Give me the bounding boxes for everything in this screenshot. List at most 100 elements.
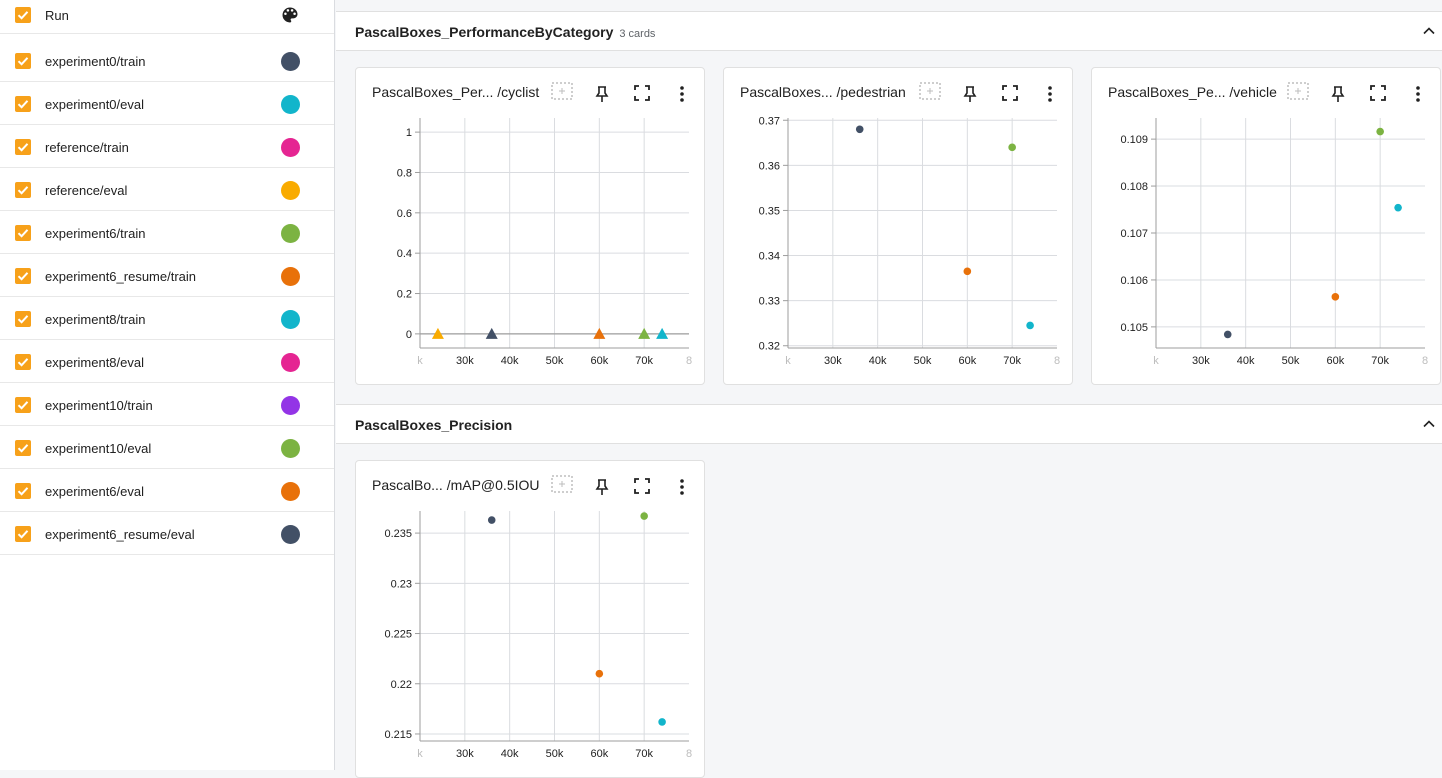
- y-tick-label: 0.37: [759, 115, 780, 127]
- run-color-swatch[interactable]: [281, 353, 300, 372]
- run-checkbox[interactable]: [15, 139, 31, 155]
- group-header-performance[interactable]: PascalBoxes_PerformanceByCategory 3 cards: [336, 11, 1442, 51]
- x-tick-label: 60k: [590, 748, 608, 760]
- more-vert-icon[interactable]: [679, 85, 685, 108]
- pin-icon[interactable]: [962, 85, 978, 108]
- y-tick-label: 0.106: [1120, 275, 1148, 287]
- data-point[interactable]: [658, 718, 666, 726]
- run-row[interactable]: experiment6/train: [0, 212, 334, 254]
- run-checkbox[interactable]: [15, 526, 31, 542]
- data-point[interactable]: [855, 125, 864, 134]
- data-point[interactable]: [595, 669, 604, 678]
- data-point[interactable]: [638, 327, 651, 339]
- x-tick-label: 30k: [1192, 355, 1210, 367]
- data-point[interactable]: [1331, 293, 1340, 301]
- x-tick-label: 8: [686, 748, 692, 760]
- data-point[interactable]: [963, 267, 972, 276]
- run-color-swatch[interactable]: [281, 52, 300, 71]
- run-row[interactable]: experiment6_resume/train: [0, 255, 334, 297]
- run-color-swatch[interactable]: [281, 439, 300, 458]
- run-color-swatch[interactable]: [281, 138, 300, 157]
- run-row[interactable]: experiment6/eval: [0, 470, 334, 512]
- x-tick-label: 40k: [501, 355, 519, 367]
- run-checkbox[interactable]: [15, 311, 31, 327]
- fullscreen-icon[interactable]: [1002, 85, 1018, 106]
- fullscreen-icon[interactable]: [1370, 85, 1386, 106]
- run-row[interactable]: experiment8/train: [0, 298, 334, 340]
- run-checkbox[interactable]: [15, 354, 31, 370]
- run-color-swatch[interactable]: [281, 95, 300, 114]
- scatter-chart[interactable]: k 30k 40k 50k 60k 70k 8 0.235 0.23 0.225 0.22 0.215: [356, 501, 704, 771]
- run-label: experiment6/eval: [45, 484, 144, 499]
- x-tick-label: 50k: [914, 355, 932, 367]
- pin-icon[interactable]: [594, 85, 610, 108]
- run-checkbox[interactable]: [15, 225, 31, 241]
- run-row[interactable]: experiment0/train: [0, 40, 334, 82]
- run-label: experiment0/train: [45, 54, 146, 69]
- x-tick-label: 30k: [456, 355, 474, 367]
- y-tick-label: 0: [406, 329, 412, 341]
- chevron-up-icon[interactable]: [1422, 417, 1436, 436]
- run-checkbox[interactable]: [15, 483, 31, 499]
- y-tick-label: 0.235: [384, 528, 412, 540]
- data-point[interactable]: [487, 516, 496, 524]
- x-tick-label: 60k: [590, 355, 608, 367]
- data-point[interactable]: [1026, 321, 1034, 330]
- data-point[interactable]: [1008, 143, 1016, 152]
- run-checkbox[interactable]: [15, 53, 31, 69]
- run-row[interactable]: experiment6_resume/eval: [0, 513, 334, 555]
- data-point[interactable]: [640, 512, 648, 520]
- run-label: experiment8/eval: [45, 355, 144, 370]
- run-color-swatch[interactable]: [281, 525, 300, 544]
- run-checkbox[interactable]: [15, 268, 31, 284]
- run-row[interactable]: experiment10/train: [0, 384, 334, 426]
- run-label: reference/train: [45, 140, 129, 155]
- data-point[interactable]: [431, 327, 444, 339]
- data-point[interactable]: [593, 327, 606, 339]
- fit-domain-icon[interactable]: [551, 475, 573, 498]
- run-checkbox[interactable]: [15, 96, 31, 112]
- run-checkbox[interactable]: [15, 397, 31, 413]
- run-row[interactable]: experiment0/eval: [0, 83, 334, 125]
- run-checkbox[interactable]: [15, 182, 31, 198]
- pin-icon[interactable]: [1330, 85, 1346, 108]
- run-color-swatch[interactable]: [281, 224, 300, 243]
- fit-domain-icon[interactable]: [551, 82, 573, 105]
- pin-icon[interactable]: [594, 478, 610, 501]
- run-label: experiment0/eval: [45, 97, 144, 112]
- x-tick-label: 60k: [1326, 355, 1344, 367]
- x-tick-label: 8: [686, 355, 692, 367]
- run-column-header: Run: [45, 8, 69, 23]
- run-checkbox[interactable]: [15, 440, 31, 456]
- select-all-checkbox[interactable]: [15, 7, 31, 23]
- run-row[interactable]: reference/eval: [0, 169, 334, 211]
- scatter-chart[interactable]: k 30k 40k 50k 60k 70k 8 0.37 0.36 0.35 0.34 0.33 0.3…: [724, 108, 1072, 378]
- run-row[interactable]: experiment8/eval: [0, 341, 334, 383]
- run-color-swatch[interactable]: [281, 181, 300, 200]
- data-point[interactable]: [485, 327, 498, 339]
- scatter-chart[interactable]: k 30k 40k 50k 60k 70k 8 0.109 0.108 0.107 0.106 0.1…: [1092, 108, 1440, 378]
- data-point[interactable]: [1376, 127, 1384, 136]
- data-point[interactable]: [1394, 203, 1402, 212]
- palette-icon[interactable]: [280, 5, 300, 30]
- scatter-chart[interactable]: k 30k 40k 50k 60k 70k 8 1 0.8 0.6 0.4 0.2 0: [356, 108, 704, 378]
- group-header-precision[interactable]: PascalBoxes_Precision: [336, 404, 1442, 444]
- more-vert-icon[interactable]: [1415, 85, 1421, 108]
- fullscreen-icon[interactable]: [634, 85, 650, 106]
- run-color-swatch[interactable]: [281, 310, 300, 329]
- fit-domain-icon[interactable]: [919, 82, 941, 105]
- data-point[interactable]: [656, 327, 669, 339]
- fullscreen-icon[interactable]: [634, 478, 650, 499]
- more-vert-icon[interactable]: [679, 478, 685, 501]
- x-tick-label: 40k: [1237, 355, 1255, 367]
- run-color-swatch[interactable]: [281, 267, 300, 286]
- data-point[interactable]: [1223, 330, 1232, 339]
- run-color-swatch[interactable]: [281, 396, 300, 415]
- chevron-up-icon[interactable]: [1422, 24, 1436, 43]
- run-row[interactable]: reference/train: [0, 126, 334, 168]
- run-color-swatch[interactable]: [281, 482, 300, 501]
- run-row[interactable]: experiment10/eval: [0, 427, 334, 469]
- x-tick-label: 70k: [635, 355, 653, 367]
- more-vert-icon[interactable]: [1047, 85, 1053, 108]
- fit-domain-icon[interactable]: [1287, 82, 1309, 105]
